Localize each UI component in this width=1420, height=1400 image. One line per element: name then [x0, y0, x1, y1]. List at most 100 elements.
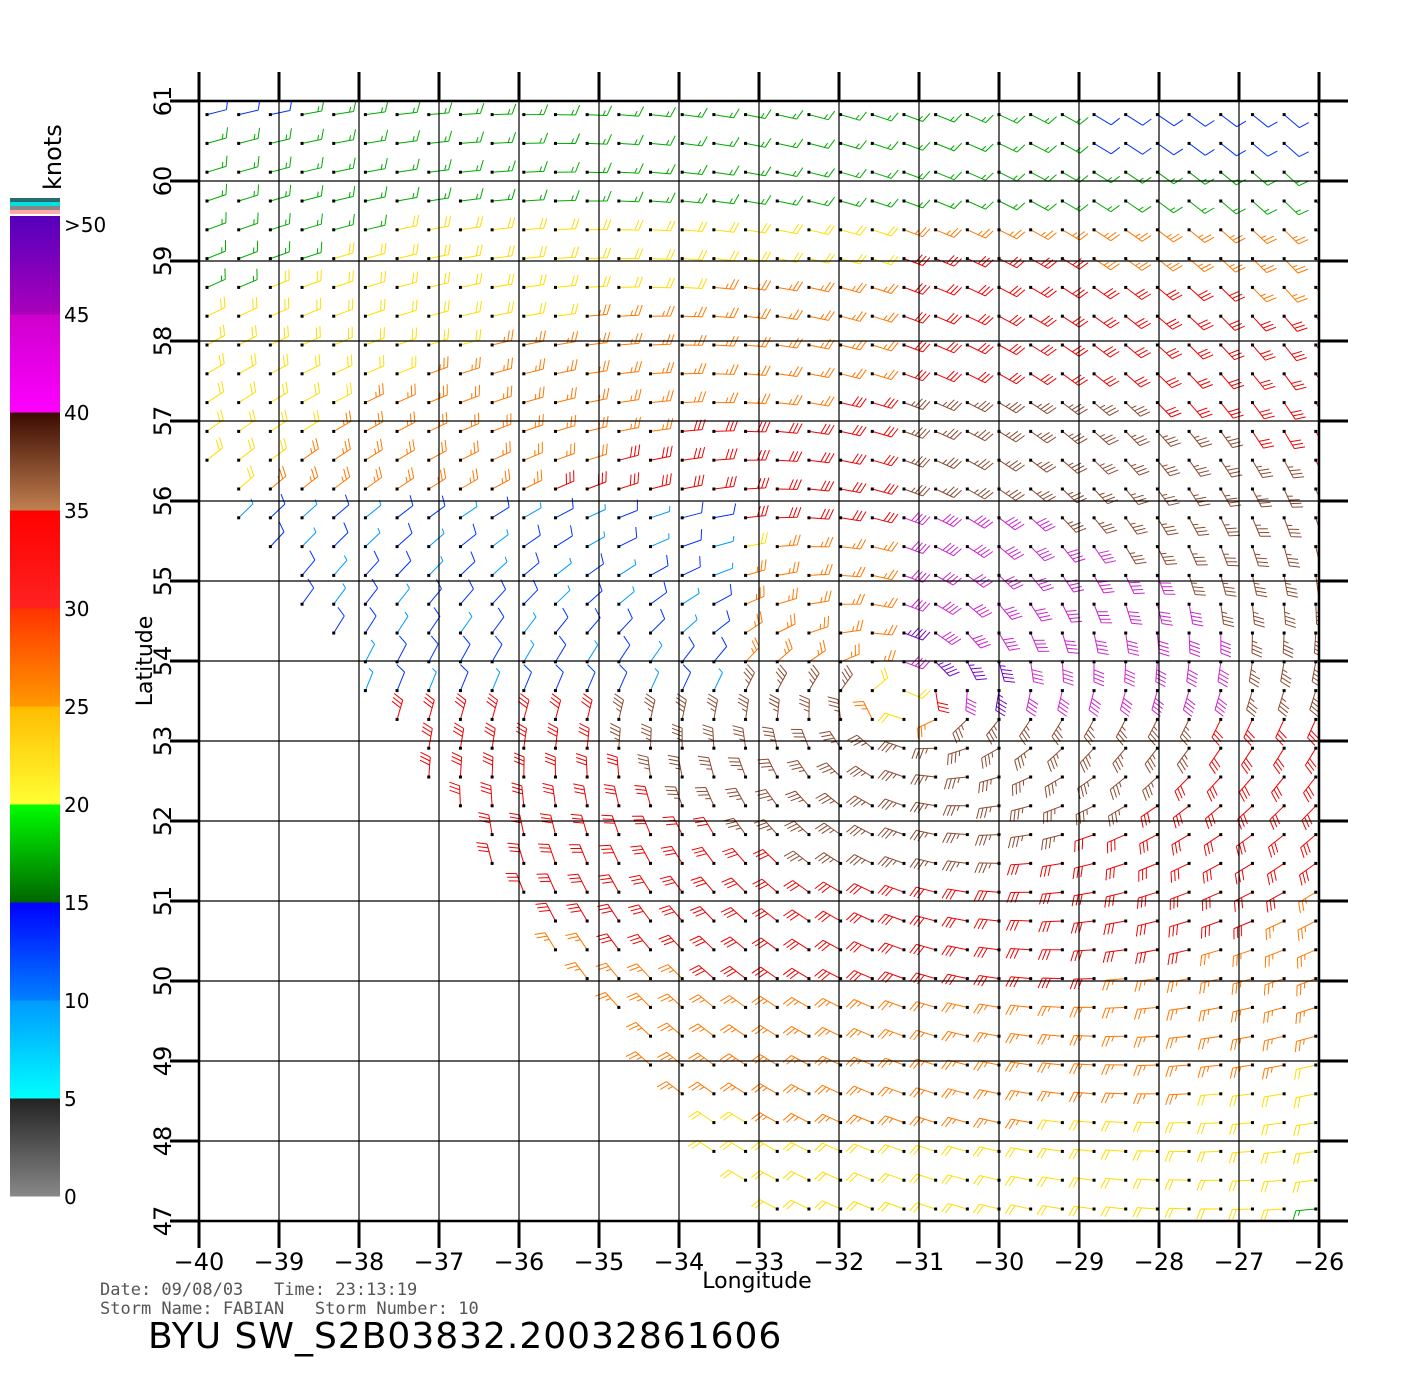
- wind-barb: [909, 1173, 936, 1184]
- wind-barb-base: [1124, 285, 1128, 289]
- wind-barb: [1220, 315, 1245, 331]
- wind-barb-base: [585, 977, 589, 981]
- wind-barb: [578, 722, 590, 749]
- wind-barb: [509, 812, 525, 835]
- wind-barb: [1037, 949, 1063, 960]
- wind-barb-base: [617, 343, 621, 347]
- wind-barb: [782, 1055, 810, 1066]
- wind-barb: [713, 137, 740, 147]
- wind-barb-base: [1124, 458, 1128, 462]
- colorbar-band: [10, 902, 60, 1001]
- wind-barb-base: [1155, 545, 1159, 549]
- wind-barb-base: [1060, 977, 1064, 981]
- wind-barb: [755, 789, 778, 807]
- wind-barb: [333, 354, 353, 375]
- wind-barb-base: [1092, 919, 1096, 923]
- wind-barb: [1188, 142, 1215, 156]
- wind-barb: [808, 639, 826, 663]
- wind-barb-base: [965, 833, 969, 837]
- wind-barb-base: [1060, 573, 1064, 577]
- wind-barb: [491, 635, 503, 663]
- colorbar-band: [10, 216, 60, 315]
- wind-barb: [1030, 315, 1057, 327]
- wind-barb-base: [744, 487, 748, 491]
- wind-barb-base: [902, 372, 906, 376]
- wind-barb: [682, 502, 704, 519]
- wind-barb: [814, 1084, 841, 1095]
- wind-barb: [1144, 747, 1158, 774]
- wind-barb: [1165, 1064, 1190, 1077]
- wind-barb-base: [300, 257, 304, 261]
- wind-barb-base: [1219, 170, 1223, 174]
- wind-barb-base: [427, 545, 431, 549]
- wind-barb-base: [744, 861, 748, 865]
- wind-barb-base: [1187, 545, 1191, 549]
- wind-barb: [534, 932, 556, 951]
- wind-barb-base: [585, 804, 589, 808]
- wind-barb: [1036, 1147, 1063, 1159]
- wind-barb-base: [807, 285, 811, 289]
- wind-barb: [396, 355, 417, 375]
- wind-barb: [808, 110, 836, 121]
- wind-barb: [476, 842, 493, 864]
- wind-barb-base: [1124, 861, 1128, 865]
- wind-barb-base: [649, 631, 653, 635]
- wind-barb: [238, 156, 260, 173]
- wind-barb: [872, 312, 899, 323]
- wind-barb: [903, 688, 931, 699]
- wind-barb: [751, 937, 778, 951]
- wind-barb-base: [205, 170, 209, 174]
- wind-barb: [428, 215, 452, 231]
- wind-barb: [206, 101, 229, 116]
- wind-barb: [206, 381, 225, 404]
- wind-barb-base: [1282, 113, 1286, 117]
- wind-barb: [1228, 1208, 1253, 1220]
- wind-barb: [952, 719, 968, 744]
- wind-barb-base: [712, 746, 716, 750]
- wind-barb-base: [553, 689, 557, 693]
- wind-barb: [364, 639, 376, 663]
- wind-barb-base: [1314, 833, 1318, 837]
- wind-barb-base: [680, 113, 684, 117]
- wind-barb: [845, 883, 873, 895]
- wind-barb: [941, 1059, 968, 1071]
- wind-barb-base: [490, 631, 494, 635]
- wind-barb: [1068, 1177, 1095, 1188]
- wind-barb: [681, 556, 701, 576]
- wind-barb-base: [1092, 977, 1096, 981]
- x-tick-label: −28: [1134, 1248, 1185, 1276]
- wind-barb-base: [839, 1034, 843, 1038]
- wind-barb-base: [1124, 948, 1128, 952]
- wind-barb: [428, 187, 452, 202]
- wind-barb-base: [680, 458, 684, 462]
- wind-barb-base: [902, 314, 906, 318]
- wind-barb-base: [870, 948, 874, 952]
- wind-barb-base: [1124, 545, 1128, 549]
- wind-barb-base: [237, 458, 241, 462]
- wind-barb: [688, 994, 715, 1008]
- wind-barb-base: [712, 429, 716, 433]
- wind-barb-base: [1314, 487, 1318, 491]
- wind-barb-base: [1155, 1092, 1159, 1096]
- wind-barb: [396, 299, 418, 317]
- wind-barb-base: [775, 1207, 779, 1211]
- wind-barb: [301, 157, 324, 173]
- wind-barb: [523, 524, 541, 548]
- wind-barb: [397, 186, 420, 202]
- wind-barb: [618, 608, 633, 634]
- wind-barb: [1315, 575, 1319, 596]
- wind-barb-base: [1219, 977, 1223, 981]
- wind-barb-base: [712, 372, 716, 376]
- wind-barb: [877, 741, 905, 753]
- wind-barb-base: [427, 602, 431, 606]
- wind-barb-base: [1250, 890, 1254, 894]
- wind-barb-base: [965, 689, 969, 693]
- wind-barb: [1157, 142, 1184, 156]
- wind-barb-base: [934, 1149, 938, 1153]
- wind-barb: [660, 845, 683, 864]
- wind-barb-base: [839, 228, 843, 232]
- wind-barb-base: [680, 170, 684, 174]
- wind-barb: [967, 200, 994, 210]
- wind-barb: [333, 101, 357, 116]
- wind-barb-base: [870, 458, 874, 462]
